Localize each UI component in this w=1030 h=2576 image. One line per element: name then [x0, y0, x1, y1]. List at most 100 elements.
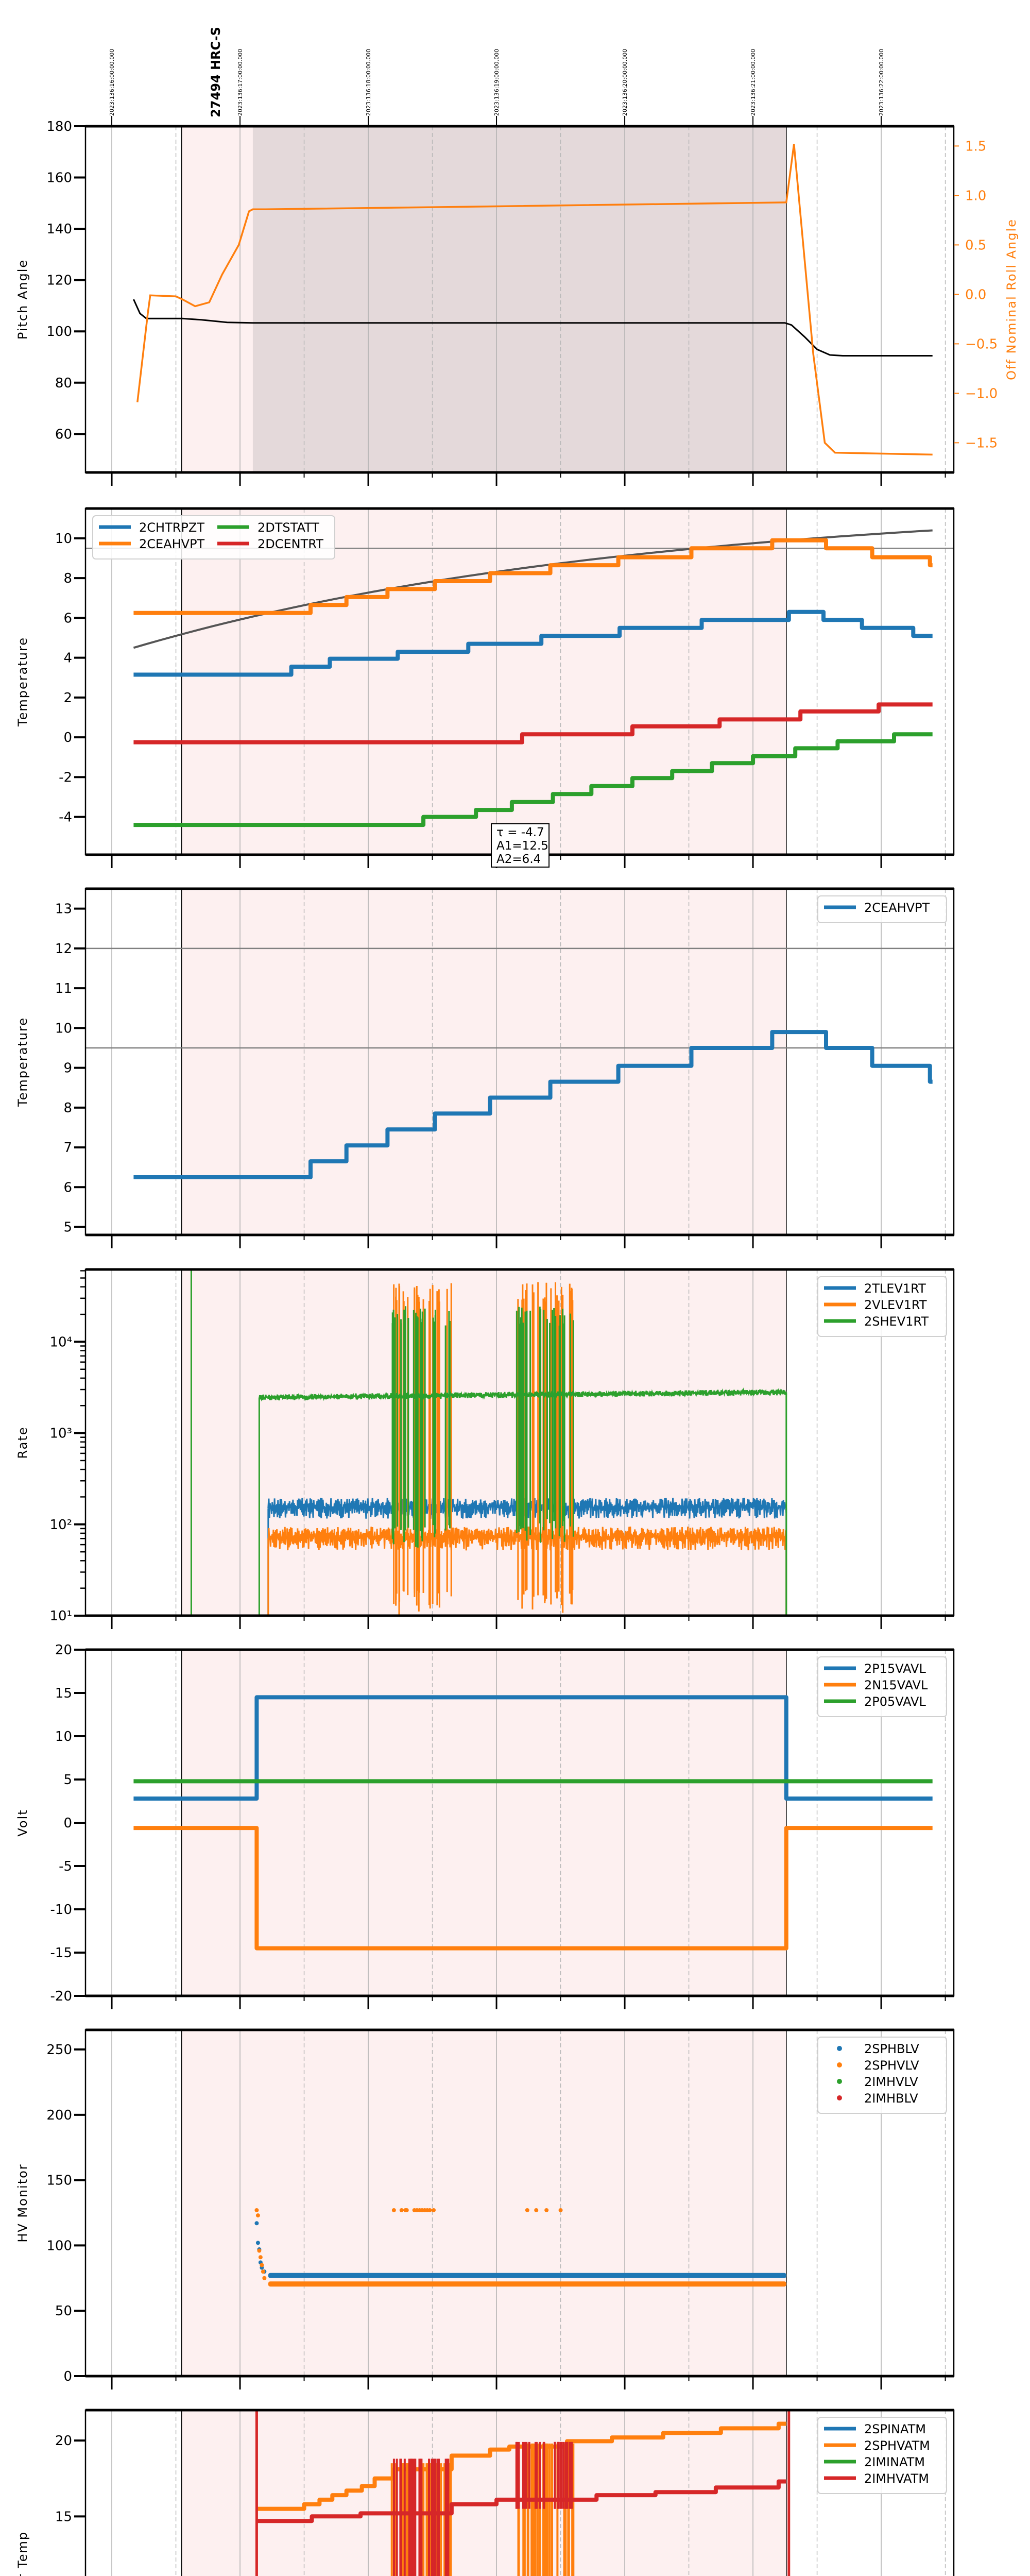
y-tick-label: 15 — [55, 1686, 72, 1701]
series-line — [256, 2479, 786, 2523]
y-tick-label: 80 — [55, 376, 72, 391]
scatter-point — [261, 2269, 265, 2274]
top-time-label: 2023:136:22:00:00.000 — [878, 49, 885, 116]
series-2chtrpzt — [133, 609, 933, 677]
legend-label: 2IMHVATM — [864, 2471, 929, 2486]
y-tick-label: -5 — [59, 1859, 72, 1874]
y-tick-label: 4 — [63, 651, 72, 666]
series-2dcentrt — [133, 702, 933, 744]
panel-det: 05101520Detector Temp2SPINATM2SPHVATM2IM… — [15, 2409, 955, 2576]
y-tick-label: 200 — [46, 2108, 72, 2123]
y-tick-label: 10¹ — [49, 1608, 72, 1624]
y-tick-label: 9 — [63, 1061, 72, 1076]
observation-window-shade — [181, 509, 786, 855]
y-axis-label: Pitch Angle — [15, 259, 30, 340]
series-2p15vavl — [133, 1695, 933, 1801]
top-time-labels: 2023:136:16:00:00.000 2023:136:17:00:00.0… — [109, 49, 885, 116]
y-tick-label: 150 — [46, 2173, 72, 2189]
y-tick-label: 10² — [49, 1517, 72, 1533]
fit-annotation: τ = -4.7A1=12.5A2=6.4 — [491, 823, 550, 868]
plot-area — [133, 529, 933, 827]
legend-label: 2IMINATM — [864, 2455, 925, 2469]
top-time-label: 2023:136:19:00:00.000 — [493, 49, 500, 116]
observation-window-shade — [181, 889, 786, 1235]
y-tick-label: 60 — [55, 427, 72, 442]
y2-tick-label: −1.0 — [965, 386, 998, 401]
series-2sphvlv — [254, 2208, 786, 2287]
plot-area — [133, 1030, 933, 1179]
scatter-point — [255, 2213, 260, 2218]
series-line — [133, 732, 933, 827]
scatter-point — [558, 2208, 563, 2212]
panel-temp1: -4 -2 0 2 4 6 8 10 Temperature τ = -4.7A1=12.5A2=… — [15, 507, 955, 868]
y-tick-label: 6 — [63, 611, 72, 626]
y-axis-label: Volt — [15, 1809, 30, 1836]
y-tick-label: 5 — [63, 1220, 72, 1235]
legend-box — [92, 515, 335, 560]
legend-label: 2DCENTRT — [258, 537, 323, 551]
scatter-point — [257, 2248, 262, 2253]
scatter-point — [432, 2208, 436, 2212]
legend-label: 2SHEV1RT — [864, 1314, 929, 1329]
series-2n15vavl — [133, 1826, 933, 1951]
y2-tick-label: 0.5 — [965, 238, 986, 253]
y2-axis-label: Off Nominal Roll Angle — [1004, 218, 1019, 380]
scatter-band — [268, 2281, 786, 2287]
plot-area — [255, 2410, 791, 2576]
y-tick-label: 10 — [55, 531, 72, 547]
legend-box — [817, 2417, 947, 2494]
panel-volt: -20-15-10-505101520Volt2P15VAVL2N15VAVL2… — [15, 1642, 955, 2009]
y-tick-label: 6 — [63, 1180, 72, 1195]
legend-label: 2SPINATM — [864, 2422, 926, 2436]
y-tick-label: 100 — [46, 324, 72, 340]
legend-label: 2SPHVLV — [864, 2058, 919, 2073]
scatter-point — [254, 2221, 259, 2226]
top-time-label: 2023:136:21:00:00.000 — [750, 49, 757, 116]
legend-label: 2CEAHVPT — [139, 537, 205, 551]
series-2ceahvpt — [133, 538, 933, 615]
y-tick-label: 160 — [46, 171, 72, 186]
y-tick-label: 120 — [46, 273, 72, 289]
panel-temp2: 5 6 7 8 9 10 11 12 13 Temperature 2CEAHVPT — [15, 887, 955, 1248]
series-line — [136, 144, 933, 456]
y-tick-label: 10⁴ — [49, 1334, 72, 1350]
scatter-point — [260, 2263, 264, 2267]
legend-label: 2N15VAVL — [864, 1678, 928, 1692]
y-tick-label: 0 — [63, 730, 72, 745]
legend-marker — [837, 2062, 842, 2067]
scatter-point — [427, 2208, 432, 2212]
scatter-point — [399, 2208, 404, 2212]
observation-window-shade — [181, 1650, 786, 1996]
legend-marker — [837, 2095, 842, 2100]
series-2ceahvpt — [133, 1030, 933, 1179]
legend: 2TLEV1RT 2VLEV1RT 2SHEV1RT — [817, 1276, 947, 1337]
y-tick-label: 0 — [63, 2369, 72, 2384]
plot-area — [190, 1269, 787, 1616]
annotation-box — [491, 823, 550, 868]
legend-label: 2P15VAVL — [864, 1662, 926, 1676]
plot-area — [254, 2208, 786, 2287]
legend: 2SPHBLV 2SPHVLV 2IMHVLV 2IMHBLV — [817, 2037, 947, 2114]
scatter-point — [391, 2208, 396, 2212]
y-axis-label: Temperature — [15, 1017, 30, 1107]
y2-tick-label: −0.5 — [965, 336, 998, 352]
y-tick-label: 5 — [63, 1772, 72, 1788]
y2-tick-label: 1.5 — [965, 139, 986, 154]
y-tick-label: 11 — [55, 981, 72, 996]
y-tick-label: 8 — [63, 571, 72, 586]
y-tick-label: 7 — [63, 1140, 72, 1156]
y-tick-label: 20 — [55, 1642, 72, 1658]
legend-marker — [837, 2046, 842, 2051]
y2-tick-label: 1.0 — [965, 188, 986, 204]
y-tick-label: 15 — [55, 2509, 72, 2524]
y-tick-label: -2 — [59, 770, 72, 785]
y-tick-label: 10 — [55, 1021, 72, 1036]
legend-label: 2IMHVLV — [864, 2075, 918, 2089]
series-2imhvatm — [255, 2410, 791, 2576]
legend-label: 2CHTRPZT — [139, 520, 204, 535]
legend-label: 2SPHBLV — [864, 2042, 919, 2056]
y-axis-label: Rate — [15, 1426, 30, 1459]
scatter-point — [525, 2208, 529, 2212]
